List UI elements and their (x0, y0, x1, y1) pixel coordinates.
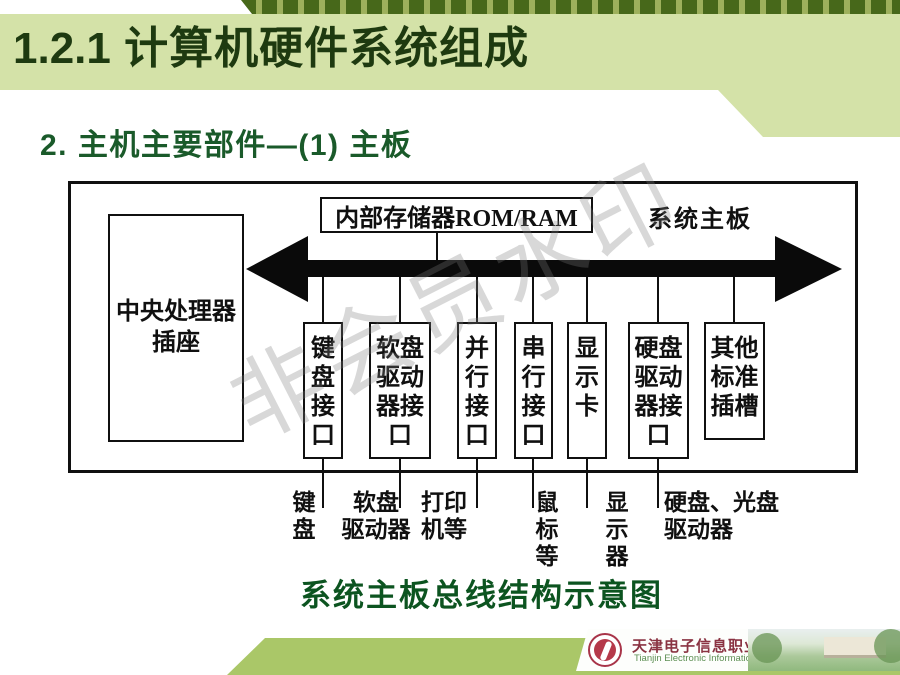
slot-connector-top-floppy (399, 277, 401, 322)
board-label: 系统主板 (648, 207, 752, 233)
campus-photo (748, 629, 900, 671)
slot-connector-top-serial (532, 277, 534, 322)
device-connector-serial (532, 459, 534, 508)
college-name-en: Tianjin Electronic Information College (634, 653, 792, 664)
device-connector-parallel (476, 459, 478, 508)
motherboard-outline-box (68, 181, 858, 473)
emblem-core-icon (594, 639, 616, 661)
cpu-socket-box: 中央处理器 插座 (108, 214, 244, 442)
memory-connector-line (436, 233, 438, 260)
slot-connector-top-parallel (476, 277, 478, 322)
tree-icon (752, 633, 782, 663)
slot-connector-top-hdd (657, 277, 659, 322)
device-connector-display (586, 459, 588, 508)
bus-arrow-body (300, 260, 780, 277)
bus-arrow-right-head (775, 236, 842, 302)
device-label-monitor: 显 示 器 (605, 490, 629, 569)
title-text: 计算机硬件系统组成 (124, 24, 530, 73)
device-connector-hdd (657, 459, 659, 508)
slot-parallel-interface: 并 行 接 口 (457, 322, 497, 459)
device-connector-floppy (399, 459, 401, 508)
slot-other-slots: 其他 标准 插槽 (704, 322, 765, 440)
page-title: 1.2.1 计算机硬件系统组成 (13, 24, 529, 75)
diagram-caption: 系统主板总线结构示意图 (300, 578, 663, 613)
memory-box: 内部存储器ROM/RAM (320, 197, 593, 233)
slot-floppy-interface: 软盘 驱动 器接 口 (369, 322, 431, 459)
slot-connector-top-keyboard (322, 277, 324, 322)
building-icon (824, 637, 886, 658)
device-connector-keyboard (322, 459, 324, 508)
bus-arrow-left-head (246, 236, 308, 302)
device-label-keyboard: 键 盘 (292, 490, 316, 542)
device-label-floppy-drive: 软盘 驱动器 (341, 490, 411, 542)
slot-connector-top-other (733, 277, 735, 322)
college-emblem-icon (588, 633, 622, 667)
slot-connector-top-display (586, 277, 588, 322)
device-label-printer: 打印 机等 (421, 490, 467, 542)
college-logo-strip: 天津电子信息职业技术学院 Tianjin Electronic Informat… (576, 629, 900, 671)
slot-keyboard-interface: 键 盘 接 口 (303, 322, 343, 459)
device-label-mouse: 鼠 标 等 (535, 490, 559, 569)
subtitle: 2. 主机主要部件—(1) 主板 (40, 129, 413, 162)
slot-display-card: 显 示 卡 (567, 322, 607, 459)
slot-hdd-interface: 硬盘 驱动 器接 口 (628, 322, 689, 459)
title-number: 1.2.1 (13, 24, 111, 73)
filmstrip-bar (241, 0, 900, 14)
device-label-hdd-cdrom: 硬盘、光盘 驱动器 (664, 490, 779, 542)
slot-serial-interface: 串 行 接 口 (514, 322, 553, 459)
tree-icon (874, 629, 900, 663)
